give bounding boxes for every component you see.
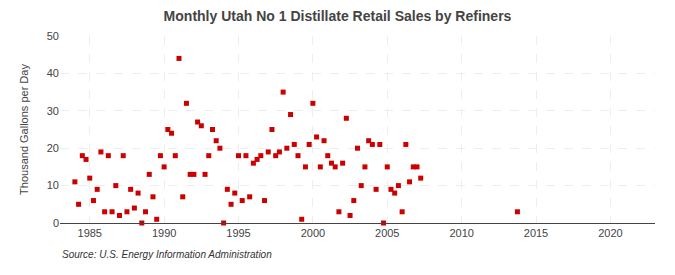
svg-text:2015: 2015 — [524, 227, 548, 239]
svg-text:0: 0 — [53, 217, 59, 229]
svg-text:1995: 1995 — [226, 227, 250, 239]
svg-text:10: 10 — [47, 179, 59, 191]
svg-text:Thousand Gallons per Day: Thousand Gallons per Day — [18, 64, 30, 195]
svg-text:30: 30 — [47, 105, 59, 117]
svg-text:Source: U.S. Energy Informatio: Source: U.S. Energy Information Administ… — [62, 249, 272, 260]
svg-text:20: 20 — [47, 142, 59, 154]
svg-text:2020: 2020 — [598, 227, 622, 239]
svg-text:Monthly Utah No 1 Distillate R: Monthly Utah No 1 Distillate Retail Sale… — [164, 8, 512, 24]
svg-text:2010: 2010 — [449, 227, 473, 239]
svg-text:1985: 1985 — [78, 227, 102, 239]
svg-text:1990: 1990 — [152, 227, 176, 239]
svg-text:40: 40 — [47, 67, 59, 79]
svg-text:2005: 2005 — [375, 227, 399, 239]
svg-text:50: 50 — [47, 30, 59, 42]
svg-text:2000: 2000 — [301, 227, 325, 239]
